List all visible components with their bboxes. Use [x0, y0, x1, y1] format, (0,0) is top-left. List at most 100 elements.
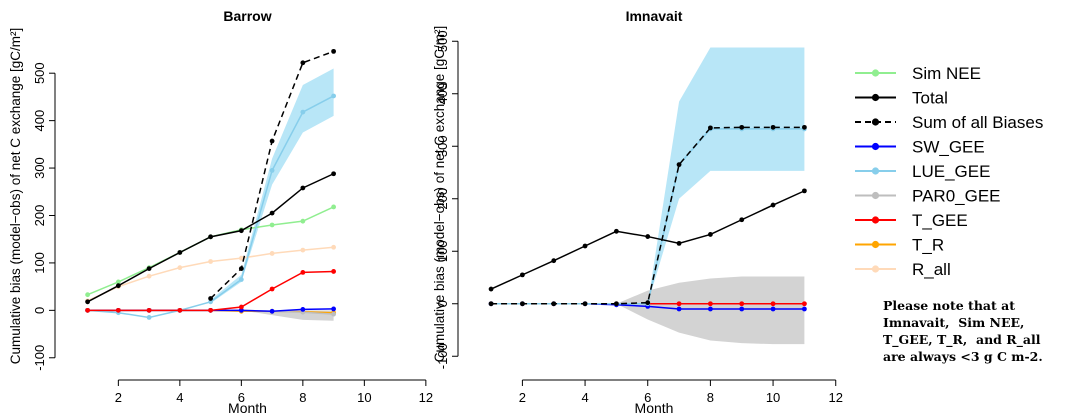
- data-point-t-gee: [177, 307, 183, 313]
- data-point-sum-of-all-biases: [676, 162, 682, 168]
- data-point-sum-of-all-biases: [645, 300, 651, 306]
- data-point-t-gee: [208, 307, 214, 313]
- legend-marker: [871, 240, 880, 249]
- data-point-sim-nee: [331, 204, 336, 210]
- y-tick-label: 300: [32, 157, 47, 179]
- data-point-sw-gee: [300, 306, 306, 312]
- x-tick-label: 10: [766, 390, 780, 405]
- legend: Sim NEE Total Sum of all Biases SW_GEE LUE_G…: [855, 64, 1043, 279]
- x-tick-label: 8: [707, 390, 714, 405]
- data-point-total: [582, 243, 588, 249]
- data-point-lue-gee: [146, 315, 152, 320]
- data-point-sum-of-all-biases: [770, 124, 776, 130]
- data-point-sw-gee: [238, 307, 244, 313]
- data-point-lue-gee: [208, 299, 214, 305]
- y-axis-label: Cumulative bias (model−obs) of net C exc…: [432, 26, 447, 363]
- note-line: are always <3 g C m-2.: [883, 349, 1043, 364]
- data-point-total: [676, 240, 682, 246]
- data-point-t-gee: [85, 307, 90, 313]
- y-tick-label: 100: [435, 240, 450, 262]
- data-point-r-all: [331, 244, 336, 250]
- data-point-sum-of-all-biases: [802, 124, 807, 130]
- legend-marker: [871, 167, 880, 175]
- data-point-total: [177, 250, 183, 255]
- data-point-total: [300, 185, 306, 191]
- y-axis-label: Cumulative bias (model−obs) of net C exc…: [8, 28, 23, 365]
- data-point-total: [739, 217, 745, 223]
- data-point-lue-gee: [300, 109, 306, 115]
- x-tick-label: 2: [519, 390, 526, 405]
- data-point-t-gee: [300, 270, 306, 275]
- data-point-r-all: [238, 255, 244, 261]
- y-tick-label: 200: [32, 205, 47, 227]
- legend-label: PAR0_GEE: [912, 187, 1001, 206]
- legend-marker: [871, 191, 880, 200]
- data-point-sum-of-all-biases: [238, 266, 244, 272]
- legend-label: R_all: [912, 260, 951, 279]
- legend-marker: [871, 216, 880, 224]
- imnavait-panel: Imnavait 2 4 6 8 10 12 -100 0 100 200 300 400 500 Mont…: [432, 8, 843, 416]
- data-point-total: [238, 228, 244, 234]
- chart-title: Barrow: [223, 8, 271, 24]
- y-tick-label: 300: [435, 135, 450, 157]
- legend-label: SW_GEE: [912, 138, 985, 157]
- data-point-par0-gee: [331, 311, 336, 317]
- data-point-total: [708, 232, 713, 237]
- data-point-total: [208, 234, 214, 240]
- data-point-sim-nee: [300, 218, 306, 224]
- legend-marker: [871, 142, 880, 151]
- x-tick-label: 4: [581, 390, 588, 405]
- note-line: T_GEE, T_R, and R_all: [883, 332, 1041, 347]
- data-point-total: [146, 266, 152, 272]
- data-point-sum-of-all-biases: [582, 301, 588, 307]
- series-line-r-all: [87, 246, 334, 302]
- x-axis-label: Month: [228, 400, 267, 416]
- data-point-total: [614, 228, 619, 234]
- note-line: Imnavait, Sim NEE,: [883, 315, 1025, 330]
- data-point-t-gee: [115, 307, 121, 313]
- data-point-total: [85, 299, 90, 305]
- data-point-sim-nee: [269, 222, 275, 228]
- data-point-sw-gee: [269, 308, 275, 314]
- data-point-lue-gee: [331, 93, 336, 99]
- y-tick-label: -100: [435, 343, 450, 369]
- data-point-sw-gee: [331, 306, 336, 312]
- data-point-r-all: [269, 251, 275, 256]
- x-tick-label: 8: [299, 390, 306, 405]
- data-point-total: [115, 283, 121, 289]
- legend-label: LUE_GEE: [912, 162, 990, 181]
- data-point-total: [645, 234, 651, 239]
- data-point-t-gee: [238, 304, 244, 310]
- data-point-sum-of-all-biases: [300, 60, 306, 66]
- data-point-r-all: [300, 247, 306, 253]
- data-point-t-gee: [708, 301, 713, 307]
- legend-label: T_R: [912, 236, 944, 255]
- y-tick-label: 400: [435, 83, 450, 105]
- data-point-sw-gee: [802, 306, 807, 312]
- data-point-sim-nee: [115, 279, 121, 285]
- x-tick-label: 2: [115, 390, 122, 405]
- y-tick-label: 0: [32, 307, 47, 314]
- x-tick-label: 12: [419, 390, 433, 405]
- data-point-sw-gee: [676, 306, 682, 312]
- data-point-r-all: [177, 265, 183, 271]
- data-point-sum-of-all-biases: [708, 125, 713, 131]
- data-point-sum-of-all-biases: [331, 48, 336, 54]
- x-axis-label: Month: [635, 400, 674, 416]
- data-point-lue-gee: [269, 168, 275, 173]
- y-tick-label: 200: [435, 188, 450, 210]
- x-tick-label: 4: [176, 390, 183, 405]
- y-tick-label: 100: [32, 252, 47, 274]
- uncertainty-band-lue-gee: [647, 47, 805, 304]
- data-point-t-gee: [146, 307, 152, 313]
- y-tick-label: -100: [32, 345, 47, 371]
- data-point-sum-of-all-biases: [488, 301, 494, 307]
- data-point-t-gee: [269, 286, 275, 292]
- legend-label: T_GEE: [912, 211, 968, 230]
- data-point-t-gee: [739, 301, 745, 307]
- data-point-t-gee: [676, 301, 682, 307]
- y-tick-label: 500: [32, 62, 47, 84]
- data-point-sum-of-all-biases: [208, 296, 214, 301]
- legend-marker: [871, 93, 880, 102]
